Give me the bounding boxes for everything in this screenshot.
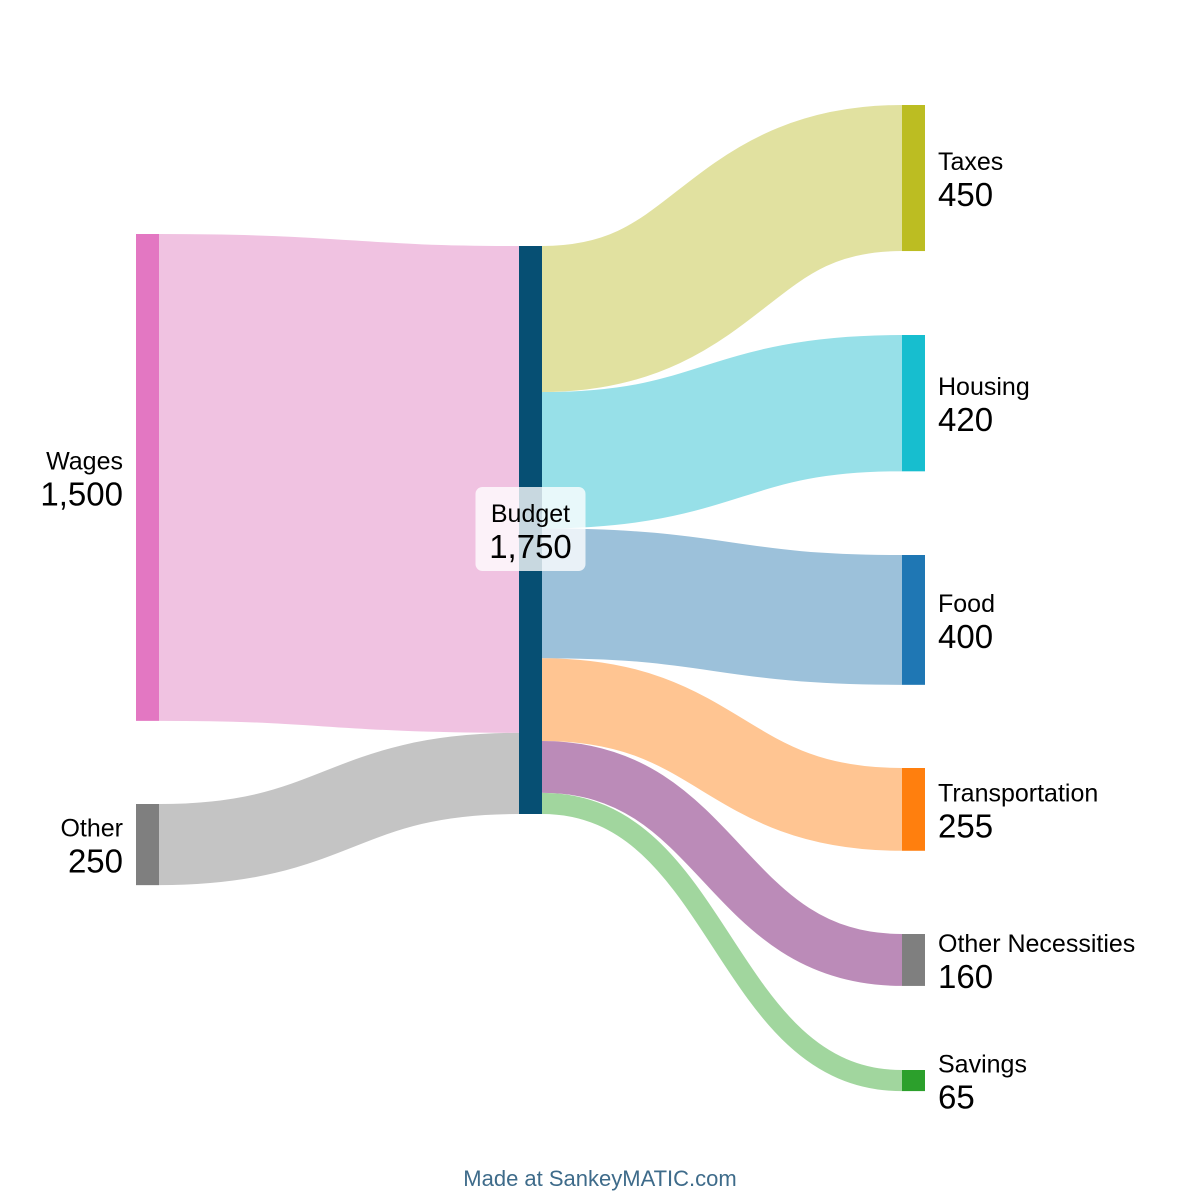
- credit-link[interactable]: Made at SankeyMATIC.com: [463, 1166, 737, 1191]
- label-food-name: Food: [938, 590, 995, 618]
- node-savings: [902, 1070, 925, 1092]
- flows-layer: [158, 105, 905, 1092]
- node-other_in: [136, 804, 159, 886]
- label-transportation-value: 255: [938, 807, 993, 844]
- flow-budget-to-housing: [541, 335, 903, 529]
- flow-budget-to-taxes: [539, 105, 905, 393]
- label-bg-budget: [475, 487, 586, 571]
- label-housing-name: Housing: [938, 373, 1030, 401]
- node-other_necessities: [902, 934, 925, 986]
- flow-budget-to-savings: [541, 792, 903, 1092]
- label-taxes-name: Taxes: [938, 148, 1003, 176]
- label-other_in-value: 250: [68, 843, 123, 880]
- label-taxes-value: 450: [938, 176, 993, 213]
- label-savings-value: 65: [938, 1079, 975, 1116]
- label-wages-name: Wages: [46, 447, 123, 475]
- flow-budget-to-other_necessities: [541, 740, 903, 986]
- flow-budget-to-food: [541, 528, 903, 685]
- label-savings-name: Savings: [938, 1051, 1027, 1079]
- label-budget-value: 1,750: [489, 528, 572, 565]
- flow-other_in-to-budget: [158, 732, 520, 886]
- label-other_necessities-name: Other Necessities: [938, 930, 1135, 958]
- label-other_necessities-value: 160: [938, 958, 993, 995]
- nodes-layer: [136, 105, 925, 1092]
- node-transportation: [902, 768, 925, 851]
- node-housing: [902, 335, 925, 472]
- node-wages: [136, 234, 159, 721]
- node-food: [902, 555, 925, 685]
- node-taxes: [902, 105, 925, 252]
- flow-wages-to-budget: [158, 234, 520, 733]
- label-transportation-name: Transportation: [938, 779, 1098, 807]
- label-budget-name: Budget: [491, 500, 570, 528]
- flow-budget-to-transportation: [541, 658, 903, 851]
- label-food-value: 400: [938, 618, 993, 655]
- label-other_in-name: Other: [60, 815, 123, 843]
- label-housing-value: 420: [938, 401, 993, 438]
- label-wages-value: 1,500: [40, 475, 123, 512]
